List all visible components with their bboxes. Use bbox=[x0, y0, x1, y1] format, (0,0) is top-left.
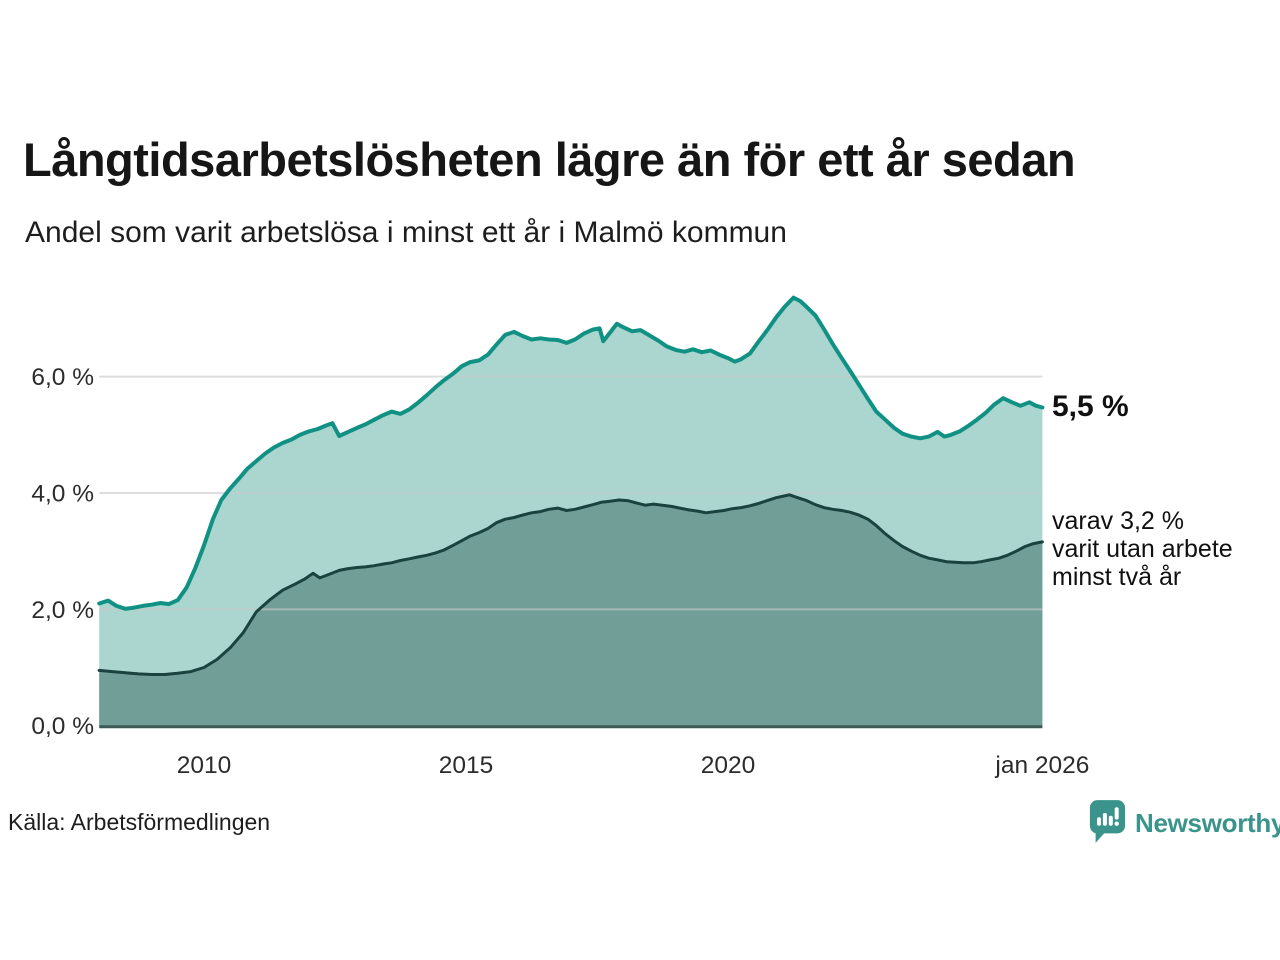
annotation-line: varit utan arbete bbox=[1052, 535, 1233, 563]
y-tick-label: 6,0 % bbox=[31, 364, 94, 391]
y-tick-label: 2,0 % bbox=[31, 597, 94, 624]
annotation-line: minst två år bbox=[1052, 563, 1182, 591]
x-tick-label: 2015 bbox=[439, 752, 494, 779]
brand-name: Newsworthy bbox=[1135, 808, 1280, 838]
x-tick-label: jan 2026 bbox=[994, 752, 1089, 779]
x-tick-label: 2020 bbox=[701, 752, 756, 779]
y-tick-label: 4,0 % bbox=[31, 481, 94, 508]
x-tick-label: 2010 bbox=[177, 752, 232, 779]
brand-logo: Newsworthy bbox=[1088, 799, 1280, 848]
source-credit: Källa: Arbetsförmedlingen bbox=[8, 809, 271, 835]
series-line bbox=[97, 295, 1045, 611]
page-title: Långtidsarbetslösheten lägre än för ett … bbox=[23, 133, 1076, 186]
annotation-line: varav 3,2 % bbox=[1052, 507, 1185, 535]
end-value-label-two-year: varav 3,2 % varit utan arbete minst två … bbox=[1052, 507, 1233, 591]
end-value-label-total: 5,5 % bbox=[1052, 390, 1129, 423]
newsworthy-chart-bubble-icon bbox=[1088, 799, 1126, 848]
chart-subtitle: Andel som varit arbetslösa i minst ett å… bbox=[25, 216, 787, 249]
series-line bbox=[97, 493, 1044, 676]
y-tick-label: 0,0 % bbox=[31, 713, 94, 740]
